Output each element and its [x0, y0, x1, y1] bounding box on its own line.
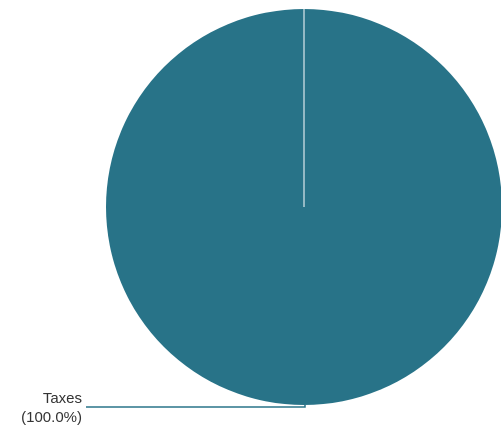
pie-leader-line: [86, 405, 306, 408]
pie-slices: [106, 9, 501, 405]
pie-labels: Taxes (100.0%): [21, 390, 306, 426]
pie-slice-label: Taxes: [43, 390, 82, 407]
pie-slice-percent-label: (100.0%): [21, 409, 82, 426]
